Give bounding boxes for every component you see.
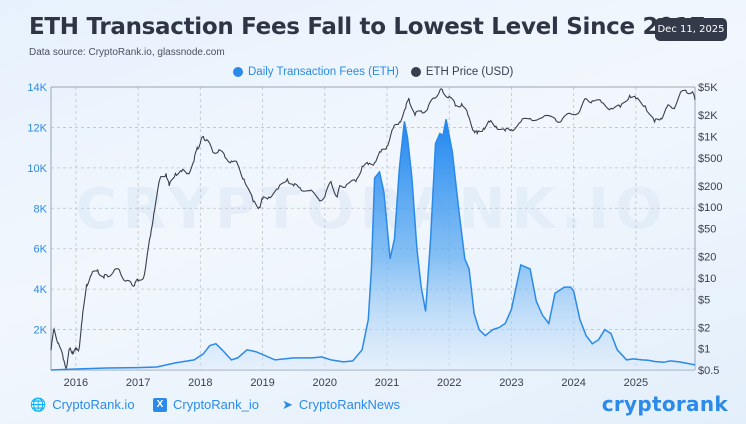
- left-tick-label: 2K: [34, 325, 48, 337]
- legend-item-price[interactable]: ETH Price (USD): [410, 66, 514, 78]
- footer-link-telegram[interactable]: ➤ CryptoRankNews: [282, 397, 400, 412]
- x-tick-label: 2020: [313, 377, 337, 389]
- price-line: [50, 88, 696, 370]
- watermark-text: CRYPTORANK.IO: [76, 177, 669, 242]
- legend-price-dot: [410, 67, 421, 77]
- right-tick-label: $20: [698, 252, 716, 264]
- right-tick-label: $10: [698, 273, 716, 285]
- x-tick-label: 2022: [437, 377, 461, 389]
- x-tick-label: 2024: [561, 377, 585, 389]
- footer-link-x[interactable]: X CryptoRank_io: [153, 397, 259, 412]
- right-tick-label: $1K: [698, 131, 718, 143]
- x-tick-label: 2016: [64, 377, 88, 389]
- cryptorank-logo: cryptorank: [601, 392, 728, 416]
- left-tick-label: 12K: [27, 122, 47, 134]
- footer-telegram-label: CryptoRankNews: [298, 397, 401, 412]
- legend-fees-dot: [233, 67, 243, 77]
- footer-link-website[interactable]: 🌐 CryptoRank.io: [30, 397, 135, 412]
- x-tick-label: 2017: [126, 377, 150, 389]
- left-tick-label: 10K: [27, 163, 47, 175]
- x-tick-label: 2021: [375, 377, 399, 389]
- left-tick-label: 4K: [34, 284, 48, 296]
- tick-labels: 2K 4K 6K 8K 10K 12K 14K 2016 2017 2018 2019 2020 202…: [27, 82, 722, 389]
- x-tick-label: 2018: [188, 377, 212, 389]
- legend-fees-label: Daily Transaction Fees (ETH): [248, 66, 399, 78]
- right-tick-label: $200: [698, 181, 722, 193]
- fees-line: [50, 119, 696, 371]
- legend-price-label: ETH Price (USD): [425, 66, 514, 78]
- right-tick-label: $1: [698, 344, 710, 356]
- date-badge: Dec 11, 2025: [655, 18, 727, 41]
- footer-x-label: CryptoRank_io: [173, 397, 259, 412]
- right-tick-label: $2: [698, 322, 710, 334]
- right-tick-label: $5K: [698, 82, 718, 94]
- x-tick-label: 2023: [499, 377, 523, 389]
- right-tick-label: $100: [698, 202, 722, 214]
- right-tick-label: $0.5: [698, 365, 719, 377]
- data-source-caption: Data source: CryptoRank.io, glassnode.co…: [29, 47, 225, 58]
- x-icon: X: [153, 397, 167, 412]
- telegram-icon: ➤: [282, 396, 293, 412]
- right-tick-label: $2K: [698, 110, 718, 122]
- left-tick-label: 8K: [34, 203, 48, 215]
- x-tick-label: 2019: [250, 377, 274, 389]
- left-tick-label: 6K: [34, 244, 48, 256]
- right-tick-label: $5: [698, 294, 710, 306]
- x-tick-label: 2025: [624, 377, 648, 389]
- globe-icon: 🌐: [30, 396, 47, 412]
- footer-website-label: CryptoRank.io: [52, 397, 135, 412]
- page-title: ETH Transaction Fees Fall to Lowest Leve…: [29, 14, 706, 40]
- right-tick-label: $50: [698, 224, 716, 236]
- left-tick-label: 14K: [27, 82, 47, 94]
- series-group: [50, 88, 696, 371]
- legend-item-fees[interactable]: Daily Transaction Fees (ETH): [233, 66, 399, 78]
- right-tick-label: $500: [698, 153, 722, 165]
- chart-legend: Daily Transaction Fees (ETH) ETH Price (…: [233, 66, 513, 78]
